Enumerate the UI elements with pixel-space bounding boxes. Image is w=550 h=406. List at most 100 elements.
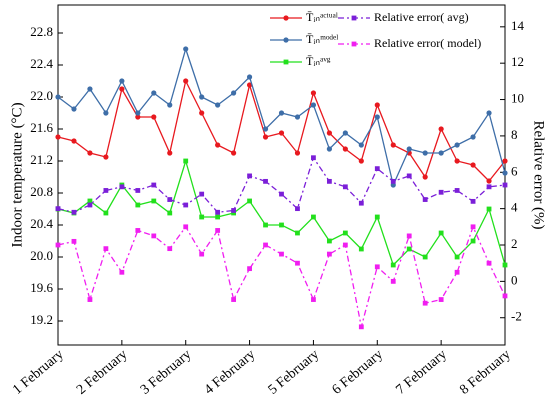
- point: [151, 182, 157, 188]
- point: [119, 86, 125, 92]
- point: [470, 134, 476, 140]
- point: [71, 138, 77, 144]
- point: [199, 214, 205, 220]
- point: [151, 90, 157, 96]
- point: [247, 198, 252, 204]
- point: [390, 262, 396, 268]
- point: [231, 297, 237, 302]
- point: [263, 222, 268, 228]
- point: [103, 210, 109, 216]
- point: [326, 238, 332, 244]
- point: [103, 188, 109, 193]
- point: [71, 238, 77, 244]
- point: [470, 198, 476, 204]
- y-tick-label: 19.6: [30, 280, 53, 295]
- point: [502, 170, 508, 176]
- point: [454, 142, 460, 148]
- point: [262, 134, 269, 140]
- y-tick-label: 20.0: [30, 248, 53, 263]
- point: [342, 146, 348, 152]
- point: [183, 46, 189, 52]
- point: [103, 110, 109, 116]
- point: [374, 214, 380, 220]
- series-line: [57, 225, 506, 327]
- point: [470, 162, 476, 168]
- x-tick-label: 1 February: [10, 347, 66, 398]
- point: [151, 233, 157, 239]
- y2-tick-label: 14: [511, 18, 525, 33]
- point: [310, 102, 317, 108]
- y2-axis-label: Relative error (%): [531, 120, 547, 229]
- y-tick-label: 22.0: [30, 88, 53, 103]
- point: [502, 262, 508, 268]
- point: [231, 90, 237, 96]
- point: [246, 82, 253, 88]
- point: [358, 324, 364, 330]
- plot-frame: [57, 4, 506, 346]
- point: [167, 150, 173, 156]
- point: [438, 126, 444, 132]
- point: [470, 238, 476, 244]
- y2-tick-label: 4: [511, 200, 518, 215]
- legend-marker: [283, 37, 289, 43]
- point: [358, 246, 364, 252]
- point: [55, 94, 61, 100]
- point: [390, 278, 396, 284]
- point: [55, 242, 61, 248]
- point: [231, 150, 237, 156]
- point: [87, 297, 93, 302]
- point: [422, 254, 428, 260]
- point: [406, 246, 412, 252]
- legend-label: T̄ᵢₙᵐᵒᵈᵉˡ: [306, 32, 338, 46]
- point: [119, 78, 125, 84]
- point: [279, 222, 284, 228]
- point: [55, 206, 61, 212]
- y2-tick-label: 10: [511, 91, 524, 106]
- point: [103, 246, 109, 252]
- x-tick-label: 6 February: [330, 347, 386, 398]
- point: [438, 297, 444, 302]
- point: [71, 106, 77, 112]
- point: [215, 102, 221, 108]
- point: [215, 142, 221, 148]
- point: [151, 114, 157, 120]
- y2-tick-label: 6: [511, 163, 518, 178]
- point: [215, 228, 221, 233]
- legend-marker: [351, 15, 357, 21]
- point: [358, 158, 364, 164]
- y-tick-label: 22.8: [30, 24, 53, 39]
- point: [295, 206, 300, 212]
- point: [135, 110, 141, 116]
- point: [342, 130, 348, 136]
- y2-tick-label: 2: [511, 236, 518, 251]
- point: [311, 214, 316, 220]
- point: [374, 166, 380, 172]
- point: [502, 182, 508, 188]
- point: [151, 198, 157, 204]
- point: [135, 114, 141, 120]
- point: [294, 114, 301, 120]
- point: [71, 209, 77, 215]
- point: [231, 208, 237, 213]
- point: [406, 173, 412, 179]
- legend-marker: [351, 41, 357, 47]
- point: [438, 150, 444, 156]
- point: [119, 269, 125, 275]
- legend-label: T̄ᵢₙᵃᵛᵍ: [306, 54, 331, 68]
- point: [486, 110, 492, 116]
- y2-tick-label: 0: [511, 272, 518, 287]
- y-tick-label: 20.4: [30, 216, 53, 231]
- point: [406, 146, 412, 152]
- point: [358, 142, 364, 148]
- x-tick-label: 4 February: [202, 347, 258, 398]
- point: [87, 202, 93, 208]
- point: [295, 260, 300, 266]
- point: [342, 242, 348, 248]
- legend-marker: [283, 59, 289, 65]
- point: [422, 150, 428, 156]
- y-tick-label: 19.2: [30, 312, 53, 327]
- point: [247, 173, 252, 179]
- point: [199, 110, 205, 116]
- point: [167, 102, 173, 108]
- point: [326, 146, 332, 152]
